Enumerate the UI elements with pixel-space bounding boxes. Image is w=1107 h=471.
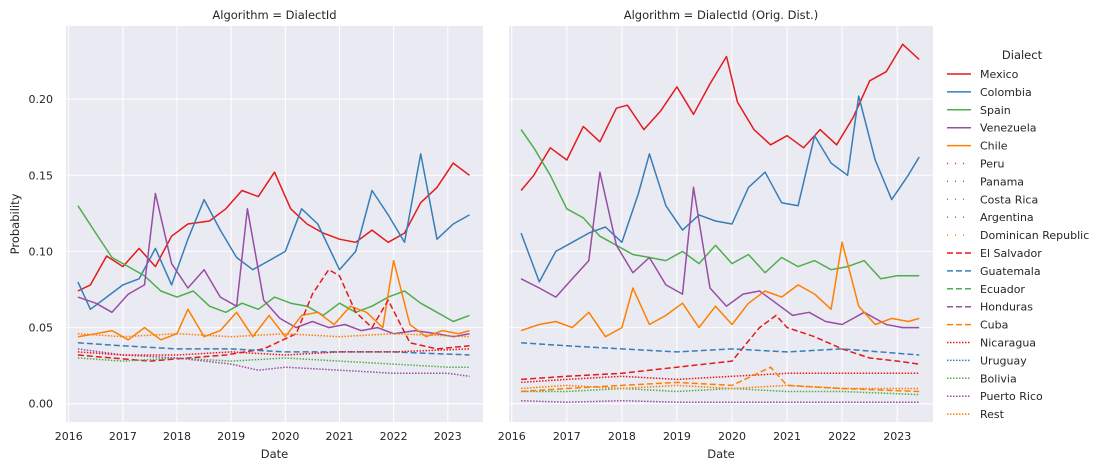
series-line-el-salvador xyxy=(521,314,920,381)
legend: Dialect Mexico Colombia Spain Venezuela Chil… xyxy=(947,48,1089,421)
x-tick-label-2017: 2017 xyxy=(109,430,137,443)
series-line-rest xyxy=(521,384,920,390)
series-line-el-salvador xyxy=(77,268,470,362)
legend-item-rest: Rest xyxy=(947,408,1005,421)
legend-item-spain: Spain xyxy=(947,104,1011,117)
y-tick-label-0.20: 0.20 xyxy=(29,93,54,106)
legend-items: Mexico Colombia Spain Venezuela Chile Peru Pan… xyxy=(947,68,1089,421)
x-tick-labels-left: 2016 2017 2018 2019 2020 2021 2022 2023 xyxy=(55,430,462,443)
series-line-mexico xyxy=(77,162,470,292)
x-tick-label-2018: 2018 xyxy=(163,430,191,443)
series-line-chile xyxy=(520,241,920,338)
x-tick-label-2021: 2021 xyxy=(773,430,801,443)
series-line-bolivia xyxy=(77,357,470,368)
series-line-puerto-rico xyxy=(521,399,920,403)
x-tick-label-2023: 2023 xyxy=(883,430,911,443)
legend-item-costa-rica: Costa Rica xyxy=(947,193,1038,206)
x-tick-label-2022: 2022 xyxy=(828,430,856,443)
legend-item-nicaragua: Nicaragua xyxy=(947,337,1036,350)
series-line-guatemala xyxy=(521,342,920,356)
gridlines-right xyxy=(509,26,933,422)
legend-item-el-salvador: El Salvador xyxy=(947,247,1042,260)
series-line-colombia xyxy=(520,95,920,283)
legend-item-mexico: Mexico xyxy=(947,68,1019,81)
legend-label: Colombia xyxy=(980,86,1032,99)
y-tick-label-0.10: 0.10 xyxy=(29,245,54,258)
series-line-rest xyxy=(77,332,470,338)
legend-title: Dialect xyxy=(1002,48,1043,62)
x-tick-labels-right: 2016 2017 2018 2019 2020 2021 2022 2023 xyxy=(498,430,911,443)
series-line-mexico xyxy=(520,43,920,191)
legend-label: Guatemala xyxy=(980,265,1041,278)
legend-item-guatemala: Guatemala xyxy=(947,265,1041,278)
legend-label: Puerto Rico xyxy=(980,390,1043,403)
legend-label: Venezuela xyxy=(980,122,1037,135)
legend-item-colombia: Colombia xyxy=(947,86,1032,99)
plot-area-left xyxy=(66,26,483,422)
y-axis-label: Probability xyxy=(8,193,22,254)
panel-dialectid-orig-dist: 2016 2017 2018 2019 2020 2021 2022 2023 Algorit… xyxy=(498,8,933,461)
legend-label: Cuba xyxy=(980,319,1008,332)
legend-item-ecuador: Ecuador xyxy=(947,283,1025,296)
legend-label: Panama xyxy=(980,175,1024,188)
x-tick-label-2017: 2017 xyxy=(553,430,581,443)
series-line-venezuela xyxy=(520,171,920,329)
x-axis-label-right: Date xyxy=(707,447,735,461)
legend-label: Mexico xyxy=(980,68,1019,81)
x-tick-label-2020: 2020 xyxy=(718,430,746,443)
y-tick-label-0.00: 0.00 xyxy=(29,398,54,411)
y-tick-labels-left: 0.00 0.05 0.10 0.15 0.20 xyxy=(29,93,54,411)
legend-label: Ecuador xyxy=(980,283,1025,296)
x-tick-label-2021: 2021 xyxy=(325,430,353,443)
legend-label: Uruguay xyxy=(980,354,1027,367)
legend-label: Chile xyxy=(980,140,1008,153)
series-line-spain xyxy=(520,129,920,280)
panel-dialectid: 2016 2017 2018 2019 2020 2021 2022 2023 0.000.0… xyxy=(8,8,483,461)
legend-item-chile: Chile xyxy=(947,140,1008,153)
series-line-chile xyxy=(77,259,470,341)
legend-item-argentina: Argentina xyxy=(947,211,1034,224)
series-lines-right xyxy=(520,43,920,403)
x-tick-label-2022: 2022 xyxy=(380,430,408,443)
x-tick-label-2020: 2020 xyxy=(271,430,299,443)
legend-label: Bolivia xyxy=(980,372,1017,385)
legend-label: Costa Rica xyxy=(980,193,1038,206)
legend-label: El Salvador xyxy=(980,247,1042,260)
x-tick-label-2019: 2019 xyxy=(663,430,691,443)
series-line-puerto-rico xyxy=(77,348,470,378)
x-tick-label-2018: 2018 xyxy=(608,430,636,443)
y-tick-label-0.15: 0.15 xyxy=(29,169,54,182)
series-line-nicaragua xyxy=(77,348,470,356)
x-tick-label-2016: 2016 xyxy=(498,430,526,443)
legend-item-uruguay: Uruguay xyxy=(947,354,1027,367)
x-tick-label-2016: 2016 xyxy=(55,430,83,443)
series-lines-left xyxy=(77,153,470,378)
legend-label: Honduras xyxy=(980,301,1033,314)
legend-item-dominican-republic: Dominican Republic xyxy=(947,229,1089,242)
series-line-nicaragua xyxy=(521,372,920,384)
series-line-bolivia xyxy=(521,387,920,396)
panel-title-left: Algorithm = DialectId xyxy=(212,8,336,22)
series-line-colombia xyxy=(77,153,470,311)
legend-label: Spain xyxy=(980,104,1011,117)
legend-label: Rest xyxy=(980,408,1005,421)
x-axis-label-left: Date xyxy=(261,447,289,461)
legend-item-bolivia: Bolivia xyxy=(947,372,1017,385)
legend-label: Peru xyxy=(980,158,1005,171)
y-tick-label-0.05: 0.05 xyxy=(29,322,54,335)
legend-item-cuba: Cuba xyxy=(947,319,1008,332)
legend-item-honduras: Honduras xyxy=(947,301,1033,314)
legend-label: Dominican Republic xyxy=(980,229,1089,242)
legend-item-puerto-rico: Puerto Rico xyxy=(947,390,1043,403)
x-tick-label-2023: 2023 xyxy=(434,430,462,443)
legend-item-venezuela: Venezuela xyxy=(947,122,1037,135)
legend-item-peru: Peru xyxy=(947,158,1005,171)
series-line-spain xyxy=(77,205,470,323)
x-tick-label-2019: 2019 xyxy=(217,430,245,443)
legend-label: Argentina xyxy=(980,211,1034,224)
legend-item-panama: Panama xyxy=(947,175,1024,188)
panel-title-right: Algorithm = DialectId (Orig. Dist.) xyxy=(624,8,819,22)
legend-label: Nicaragua xyxy=(980,337,1036,350)
